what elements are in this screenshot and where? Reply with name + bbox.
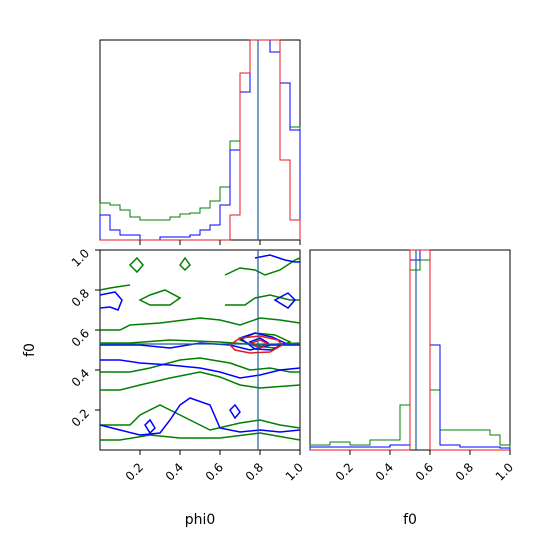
f0-hist-red-series (310, 249, 510, 451)
x-tick-label-f0: 0.2 (333, 460, 356, 483)
y-tick-label-f0: 0.8 (69, 286, 92, 309)
f0-hist-blue-series (309, 249, 511, 450)
green-contour (100, 404, 300, 431)
green-contour (100, 357, 300, 373)
y-tick-label-f0: 0.6 (69, 326, 92, 349)
blue-contour (100, 359, 300, 379)
blue-contour (273, 292, 297, 309)
phi0-hist-blue-series (99, 39, 301, 241)
y-axis-label-f0: f0 (22, 343, 38, 357)
joint-contours (100, 254, 300, 441)
green-contour (179, 256, 191, 272)
blue-contour (144, 418, 156, 435)
blue-contour (100, 291, 123, 311)
y-tick-label-f0: 1.0 (69, 246, 92, 269)
green-contour (128, 256, 144, 274)
blue-contour (100, 397, 300, 436)
x-tick-label-phi0: 0.4 (163, 460, 186, 483)
blue-contour (254, 254, 300, 263)
green-contour (224, 257, 300, 276)
phi0-hist-red-series (100, 39, 301, 241)
x-tick-label-phi0: 1.0 (283, 460, 306, 483)
x-tick-label-f0: 1.0 (493, 460, 516, 483)
y-tick-label-f0: 0.2 (69, 406, 92, 429)
joint-panel (99, 249, 301, 451)
x-tick-label-phi0: 0.8 (243, 460, 266, 483)
x-tick-label-f0: 0.4 (373, 460, 396, 483)
truth-lines (100, 40, 417, 450)
x-tick-label-phi0: 0.6 (203, 460, 226, 483)
green-contour (138, 289, 182, 306)
red-contour (228, 335, 284, 354)
green-contour (100, 371, 300, 391)
green-contour (100, 432, 300, 441)
x-tick-label-f0: 0.8 (453, 460, 476, 483)
green-contour (100, 317, 300, 331)
x-tick-label-phi0: 0.2 (123, 460, 146, 483)
blue-contour (238, 332, 287, 351)
phi0-histogram (99, 39, 301, 241)
blue-contour (229, 403, 241, 420)
x-axis-label-f0: f0 (403, 512, 417, 528)
green-contour (100, 284, 131, 291)
f0-histogram (309, 249, 511, 451)
y-tick-label-f0: 0.4 (69, 366, 92, 389)
x-tick-label-f0: 0.6 (413, 460, 436, 483)
x-axis-label-phi0: phi0 (185, 512, 216, 528)
green-contour (225, 294, 300, 306)
phi0-hist-green-series (99, 39, 301, 240)
